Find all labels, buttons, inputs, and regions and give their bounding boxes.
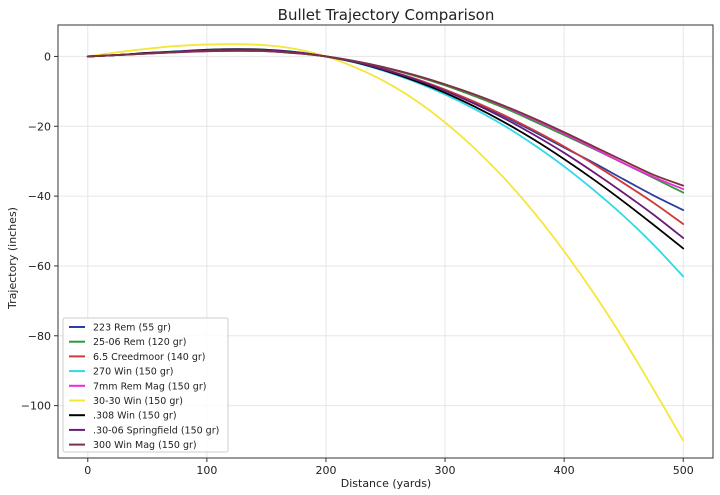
y-tick-label: −80 (28, 330, 51, 343)
legend-entry-label: 7mm Rem Mag (150 gr) (93, 381, 206, 392)
plot-frame (57, 24, 714, 459)
x-tick-label: 400 (554, 464, 575, 477)
legend: 223 Rem (55 gr) 25-06 Rem (120 gr) 6.5 Cre… (62, 317, 229, 453)
series-line-30-30-win-150-gr (86, 43, 685, 442)
legend-entry-label: 25-06 Rem (120 gr) (93, 337, 186, 348)
grid-lines (58, 25, 713, 458)
legend-box (62, 317, 229, 453)
x-axis-label: Distance (yards) (341, 477, 431, 490)
y-tick-label: −100 (21, 400, 51, 413)
legend-entry-label: 6.5 Creedmoor (140 gr) (93, 352, 205, 363)
legend-entry-label: 223 Rem (55 gr) (93, 323, 171, 334)
legend-entry-label: 270 Win (150 gr) (93, 367, 174, 378)
y-axis-label: Trajectory (inches) (6, 207, 19, 310)
y-tick-label: −20 (28, 120, 51, 133)
legend-entry-label: .30-06 Springfield (150 gr) (93, 425, 219, 436)
x-tick-label: 100 (196, 464, 217, 477)
legend-entry-label: 300 Win Mag (150 gr) (93, 440, 197, 451)
axis-ticks: 0 100 200 300 400 500 0 −20 −40 −60 −80 −100 (21, 50, 694, 477)
x-tick-label: 500 (673, 464, 694, 477)
x-tick-label: 300 (435, 464, 456, 477)
legend-entry-label: .308 Win (150 gr) (93, 411, 177, 422)
y-tick-label: −40 (28, 190, 51, 203)
x-tick-label: 0 (84, 464, 91, 477)
y-tick-label: −60 (28, 260, 51, 273)
x-tick-label: 200 (315, 464, 336, 477)
series-lines (86, 43, 685, 442)
series-line-300-win-mag-150-gr (86, 49, 685, 187)
chart-title: Bullet Trajectory Comparison (278, 6, 495, 24)
legend-entry-label: 30-30 Win (150 gr) (93, 396, 183, 407)
y-tick-label: 0 (44, 50, 51, 63)
